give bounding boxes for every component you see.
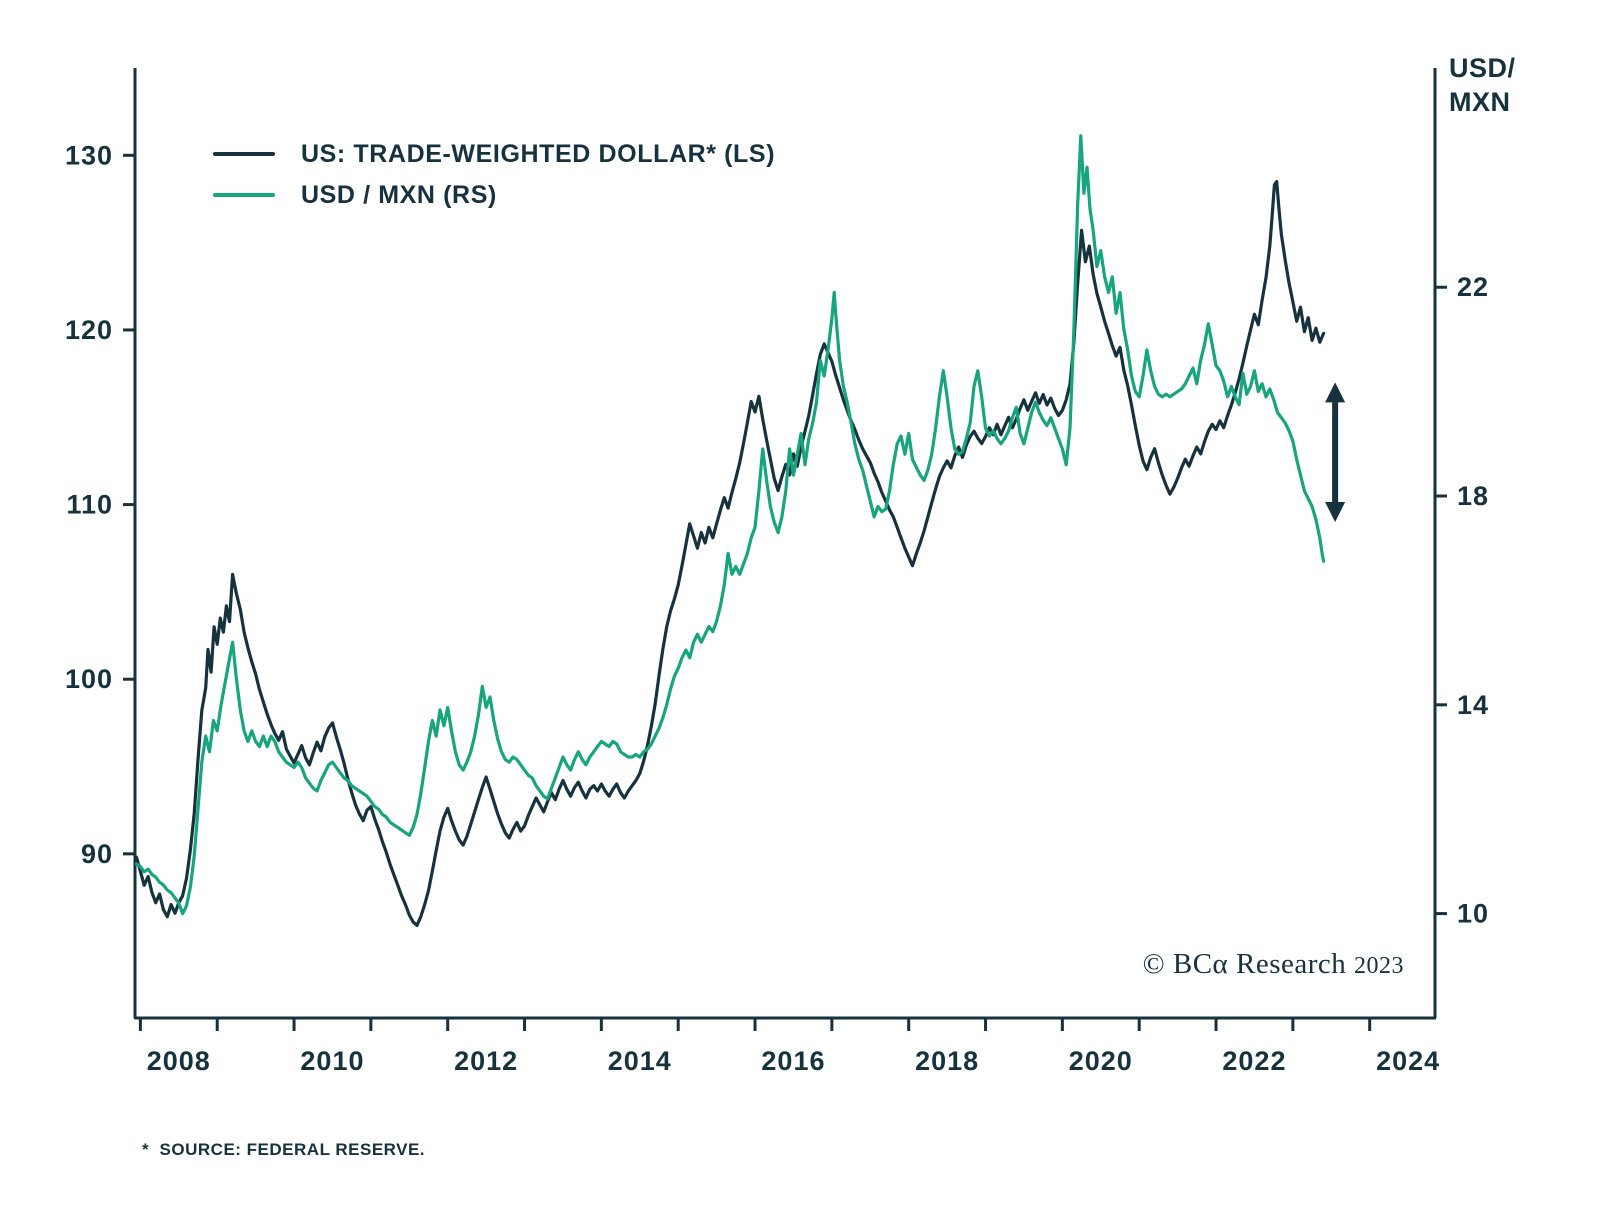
series-line-trade-weighted-dollar	[134, 179, 1326, 928]
legend-label-trade-weighted-dollar: US: TRADE-WEIGHTED DOLLAR* (LS)	[301, 139, 776, 168]
left-axis-tick-label: 120	[65, 315, 113, 345]
source-footnotes: * SOURCE: FEDERAL RESERVE. ** SOURCE: IN…	[142, 1082, 582, 1221]
left-axis-tick-label: 90	[81, 839, 113, 869]
left-axis-tick-label: 110	[66, 490, 113, 520]
legend: US: TRADE-WEIGHTED DOLLAR* (LS) USD / MX…	[213, 138, 775, 220]
left-axis-tick-label: 130	[65, 140, 113, 170]
x-axis-year-label: 2014	[608, 1046, 672, 1076]
series-line-usd-mxn	[134, 134, 1326, 916]
x-axis-year-label: 2012	[454, 1046, 518, 1076]
legend-label-usd-mxn: USD / MXN (RS)	[301, 180, 497, 209]
right-axis-tick-label: 10	[1457, 899, 1489, 929]
footnote-federal-reserve: * SOURCE: FEDERAL RESERVE.	[142, 1140, 426, 1160]
x-axis-year-label: 2024	[1376, 1046, 1440, 1076]
right-axis-tick-label: 18	[1457, 481, 1489, 511]
legend-item-trade-weighted-dollar: US: TRADE-WEIGHTED DOLLAR* (LS)	[213, 138, 775, 170]
x-axis-year-label: 2010	[300, 1046, 364, 1076]
x-axis-year-label: 2016	[761, 1046, 825, 1076]
x-axis-year-label: 2022	[1222, 1046, 1286, 1076]
legend-swatch-dark-line	[213, 152, 275, 156]
x-axis-year-label: 2008	[147, 1046, 211, 1076]
left-axis-tick-label: 100	[65, 664, 113, 694]
copyright-brand: © BCα Research	[1142, 948, 1347, 980]
right-axis-unit-line-1: USD/	[1449, 53, 1516, 83]
legend-item-usd-mxn: USD / MXN (RS)	[213, 179, 775, 211]
divergence-arrow-head-down	[1325, 502, 1346, 523]
x-axis-year-label: 2020	[1069, 1046, 1133, 1076]
right-axis-unit-line-2: MXN	[1449, 86, 1511, 117]
right-axis-tick-label: 14	[1457, 690, 1489, 720]
legend-swatch-green-line	[213, 193, 275, 197]
copyright-notice: © BCα Research 2023	[1143, 948, 1404, 981]
x-axis-year-label: 2018	[915, 1046, 979, 1076]
right-axis-tick-label: 22	[1457, 272, 1489, 302]
divergence-arrow-head-up	[1325, 382, 1346, 403]
copyright-year: 2023	[1354, 953, 1404, 979]
right-axis-unit-label: USD/ MXN	[1449, 52, 1516, 120]
